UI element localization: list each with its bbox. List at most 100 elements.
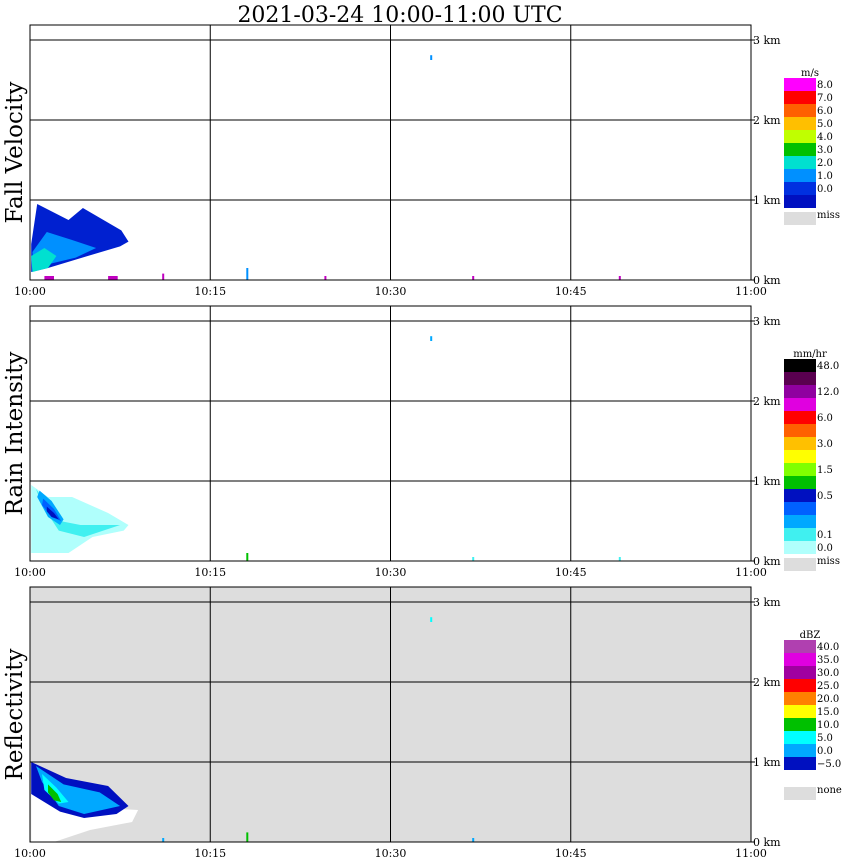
legend-swatch <box>784 130 816 143</box>
legend-unit: dBZ <box>800 630 821 641</box>
x-tick-label: 10:30 <box>375 285 407 298</box>
legend-swatch <box>784 398 816 411</box>
legend-swatch <box>784 640 816 653</box>
echo-region-3 <box>31 248 57 272</box>
legend-swatch <box>784 476 816 489</box>
echo-speck-7 <box>108 276 118 280</box>
x-tick-label: 11:00 <box>735 566 767 579</box>
echo-speck-3 <box>472 557 475 561</box>
legend-label: −5.0 <box>817 759 841 770</box>
y-tick-label: 3 km <box>753 315 781 328</box>
legend-swatch <box>784 653 816 666</box>
x-tick-label: 10:30 <box>375 847 407 860</box>
legend-swatch <box>784 117 816 130</box>
legend-swatch <box>784 411 816 424</box>
y-axis-title: Fall Velocity <box>2 82 28 224</box>
plot-frame <box>29 586 752 843</box>
legend-label: 15.0 <box>817 707 839 718</box>
panel-1: 10:00 10:15 10:30 10:45 11:000 km 1 km 2 km 3 k… <box>2 24 840 298</box>
legend-label: 48.0 <box>817 361 839 372</box>
echo-region-4 <box>42 774 69 804</box>
legend-swatch <box>784 372 816 385</box>
legend-swatch <box>784 91 816 104</box>
legend-label: 3.0 <box>817 145 833 156</box>
legend-label: 4.0 <box>817 132 833 143</box>
legend-swatch <box>784 757 816 770</box>
echo-speck-4 <box>618 557 621 561</box>
echo-speck-2 <box>472 276 475 280</box>
plot-frame <box>29 305 752 562</box>
legend-swatch <box>784 143 816 156</box>
figure-title: 2021-03-24 10:00-11:00 UTC <box>237 3 562 28</box>
y-tick-label: 0 km <box>753 836 781 849</box>
legend-missing-label: miss <box>817 556 840 567</box>
legend-label: 0.0 <box>817 543 833 554</box>
legend-swatch <box>784 437 816 450</box>
echo-region-4 <box>42 498 62 521</box>
legend-swatch <box>784 528 816 541</box>
plot-frame <box>29 24 752 281</box>
legend-unit: m/s <box>801 68 819 79</box>
echo-speck-4 <box>324 276 327 280</box>
legend-label: 12.0 <box>817 387 839 398</box>
legend-swatch <box>784 385 816 398</box>
echo-region-2 <box>36 489 121 537</box>
legend-label: 8.0 <box>817 80 833 91</box>
panel-2: 10:00 10:15 10:30 10:45 11:000 km 1 km 2 km 3 k… <box>2 305 840 579</box>
echo-layer <box>31 617 475 842</box>
legend-missing-label: miss <box>817 210 840 221</box>
legend-label: 35.0 <box>817 655 839 666</box>
echo-speck-2 <box>246 553 249 561</box>
legend-swatch <box>784 502 816 515</box>
legend-swatch <box>784 424 816 437</box>
legend-swatch <box>784 541 816 554</box>
echo-region-5 <box>48 784 62 802</box>
echo-speck-5 <box>618 276 621 280</box>
y-tick-label: 2 km <box>753 676 781 689</box>
x-tick-label: 10:00 <box>14 847 46 860</box>
legend-label: 2.0 <box>817 158 833 169</box>
echo-speck-3 <box>472 838 475 842</box>
echo-speck-1 <box>430 336 433 341</box>
y-tick-label: 3 km <box>753 596 781 609</box>
legend-label: 30.0 <box>817 668 839 679</box>
x-tick-label: 10:45 <box>555 566 587 579</box>
legend-label: 1.5 <box>817 465 833 476</box>
x-tick-label: 10:15 <box>194 566 226 579</box>
legend-swatch <box>784 169 816 182</box>
legend-swatch <box>784 156 816 169</box>
legend-swatch <box>784 679 816 692</box>
legend-label: 6.0 <box>817 106 833 117</box>
y-tick-label: 0 km <box>753 555 781 568</box>
legend-label: 20.0 <box>817 694 839 705</box>
echo-speck-1 <box>430 617 433 622</box>
y-axis-title: Reflectivity <box>2 649 28 781</box>
legend-label: 7.0 <box>817 93 833 104</box>
legend-label: 1.0 <box>817 171 833 182</box>
x-tick-label: 10:45 <box>555 847 587 860</box>
legend-unit: mm/hr <box>793 349 827 360</box>
legend-missing-swatch <box>784 212 816 225</box>
x-tick-label: 10:00 <box>14 566 46 579</box>
legend-swatch <box>784 104 816 117</box>
legend-label: 5.0 <box>817 733 833 744</box>
legend-label: 0.1 <box>817 530 833 541</box>
x-tick-label: 10:30 <box>375 566 407 579</box>
echo-region-3 <box>36 766 121 814</box>
y-tick-label: 1 km <box>753 194 781 207</box>
legend-swatch <box>784 182 816 195</box>
legend-swatch <box>784 718 816 731</box>
echo-speck-2 <box>246 832 249 842</box>
y-tick-label: 2 km <box>753 114 781 127</box>
x-tick-label: 10:00 <box>14 285 46 298</box>
echo-layer <box>31 336 621 561</box>
legend-label: 3.0 <box>817 439 833 450</box>
echo-region-1 <box>31 485 129 553</box>
legend-swatch <box>784 770 816 783</box>
legend-label: 10.0 <box>817 720 839 731</box>
legend-label: 5.0 <box>817 119 833 130</box>
legend-label: 0.0 <box>817 746 833 757</box>
echo-speck-4 <box>162 838 165 842</box>
x-tick-label: 10:45 <box>555 285 587 298</box>
